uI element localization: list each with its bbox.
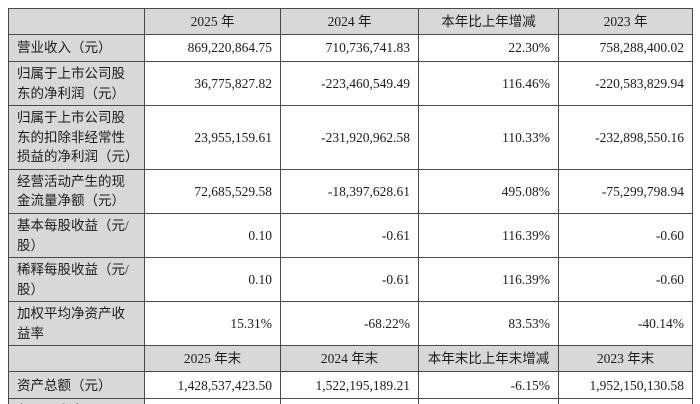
row-net-assets-attributable: 归属于上市公司股东的净资产（元） 262,994,541.55 216,777,… — [8, 398, 693, 404]
row-label: 营业收入（元） — [8, 34, 145, 62]
cell-value: 72,685,529.58 — [144, 168, 281, 214]
row-label: 稀释每股收益（元/股） — [8, 257, 145, 303]
col-header-2025-end: 2025 年末 — [144, 345, 281, 373]
cell-value: 869,220,864.75 — [144, 34, 281, 62]
cell-value: 1,952,150,130.58 — [558, 371, 693, 400]
col-header-2024: 2024 年 — [280, 8, 419, 35]
cell-value: 23,955,159.61 — [144, 105, 281, 170]
cell-value: 0.10 — [144, 257, 281, 303]
col-header-2023: 2023 年 — [558, 8, 693, 35]
cell-value: -68.22% — [280, 301, 419, 347]
empty-corner-cell — [8, 8, 145, 35]
row-label: 基本每股收益（元/股） — [8, 212, 145, 259]
cell-value: -231,920,962.58 — [280, 105, 419, 170]
col-header-2024-end: 2024 年末 — [280, 345, 419, 373]
row-diluted-eps: 稀释每股收益（元/股） 0.10 -0.61 116.39% -0.60 — [8, 257, 693, 303]
cell-value: 21.32% — [418, 398, 559, 404]
cell-value: 758,288,400.02 — [558, 34, 693, 62]
row-label: 归属于上市公司股东的扣除非经常性损益的净利润（元） — [8, 105, 145, 170]
row-operating-revenue: 营业收入（元） 869,220,864.75 710,736,741.83 22… — [8, 34, 693, 62]
cell-value: -6.15% — [418, 371, 559, 400]
cell-value: 1,428,537,423.50 — [144, 371, 281, 400]
cell-value: 15.31% — [144, 301, 281, 347]
cell-value: 83.53% — [418, 301, 559, 347]
col-header-2025: 2025 年 — [144, 8, 281, 35]
row-label: 经营活动产生的现金流量净额（元） — [8, 168, 145, 214]
col-header-2023-end: 2023 年末 — [558, 345, 693, 373]
cell-value: 116.46% — [418, 60, 559, 107]
cell-value: -0.60 — [558, 212, 693, 259]
cell-value: -75,299,798.94 — [558, 168, 693, 214]
cell-value: -40.14% — [558, 301, 693, 347]
row-label: 归属于上市公司股东的净利润（元） — [8, 60, 145, 107]
cell-value: 116.39% — [418, 257, 559, 303]
cell-value: -0.61 — [280, 212, 419, 259]
row-label: 加权平均净资产收益率 — [8, 301, 145, 347]
cell-value: 110.33% — [418, 105, 559, 170]
row-total-assets: 资产总额（元） 1,428,537,423.50 1,522,195,189.2… — [8, 371, 693, 400]
cell-value: 22.30% — [418, 34, 559, 62]
row-label: 资产总额（元） — [8, 371, 145, 400]
row-operating-cash-flow: 经营活动产生的现金流量净额（元） 72,685,529.58 -18,397,6… — [8, 168, 693, 214]
cell-value: 0.10 — [144, 212, 281, 259]
cell-value: -223,460,549.49 — [280, 60, 419, 107]
col-header-yearend-change: 本年末比上年末增减 — [418, 345, 559, 373]
cell-value: 495.08% — [418, 168, 559, 214]
financial-summary-table: 2025 年 2024 年 本年比上年增减 2023 年 营业收入（元） 869… — [8, 8, 693, 404]
row-net-profit-attributable: 归属于上市公司股东的净利润（元） 36,775,827.82 -223,460,… — [8, 60, 693, 107]
row-label: 归属于上市公司股东的净资产（元） — [8, 398, 145, 404]
row-basic-eps: 基本每股收益（元/股） 0.10 -0.61 116.39% -0.60 — [8, 212, 693, 259]
cell-value: -220,583,829.94 — [558, 60, 693, 107]
cell-value: 1,522,195,189.21 — [280, 371, 419, 400]
cell-value: -0.61 — [280, 257, 419, 303]
cell-value: 116.39% — [418, 212, 559, 259]
row-weighted-avg-roe: 加权平均净资产收益率 15.31% -68.22% 83.53% -40.14% — [8, 301, 693, 347]
col-header-yoy-change: 本年比上年增减 — [418, 8, 559, 35]
cell-value: -18,397,628.61 — [280, 168, 419, 214]
row-net-profit-excl-nonrecurring: 归属于上市公司股东的扣除非经常性损益的净利润（元） 23,955,159.61 … — [8, 105, 693, 170]
cell-value: -0.60 — [558, 257, 693, 303]
section1-header-row: 2025 年 2024 年 本年比上年增减 2023 年 — [8, 8, 693, 35]
cell-value: 216,777,456.30 — [280, 398, 419, 404]
cell-value: 262,994,541.55 — [144, 398, 281, 404]
empty-corner-cell — [8, 345, 145, 373]
cell-value: 36,775,827.82 — [144, 60, 281, 107]
cell-value: 710,736,741.83 — [280, 34, 419, 62]
cell-value: 439,299,542.01 — [558, 398, 693, 404]
cell-value: -232,898,550.16 — [558, 105, 693, 170]
section2-header-row: 2025 年末 2024 年末 本年末比上年末增减 2023 年末 — [8, 345, 693, 373]
